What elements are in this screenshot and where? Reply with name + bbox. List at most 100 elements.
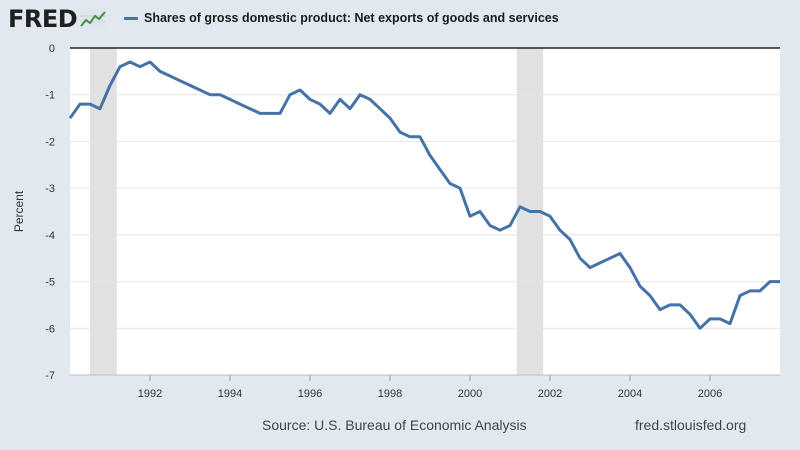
data-point xyxy=(588,266,591,269)
data-point xyxy=(308,98,311,101)
data-point xyxy=(638,285,641,288)
data-point xyxy=(408,135,411,138)
logo-text: FRED xyxy=(8,5,78,33)
x-tick-label: 1992 xyxy=(138,388,162,400)
data-point xyxy=(108,84,111,87)
data-point xyxy=(628,266,631,269)
data-point xyxy=(428,154,431,157)
data-point xyxy=(288,93,291,96)
data-point xyxy=(248,107,251,110)
data-point xyxy=(538,210,541,213)
data-point xyxy=(748,289,751,292)
data-point xyxy=(198,88,201,91)
y-tick-label: -4 xyxy=(45,230,55,242)
data-point xyxy=(238,102,241,105)
data-point xyxy=(398,130,401,133)
data-point xyxy=(208,93,211,96)
source-note: Source: U.S. Bureau of Economic Analysis xyxy=(262,417,527,433)
data-point xyxy=(778,280,781,283)
data-point xyxy=(158,70,161,73)
data-point xyxy=(448,182,451,185)
data-point xyxy=(528,210,531,213)
data-point xyxy=(78,102,81,105)
data-point xyxy=(718,317,721,320)
legend-swatch xyxy=(124,16,138,20)
data-point xyxy=(518,205,521,208)
y-tick-label: -5 xyxy=(45,277,55,289)
data-point xyxy=(508,224,511,227)
plot-area xyxy=(70,48,780,375)
data-point xyxy=(178,79,181,82)
data-point xyxy=(278,112,281,115)
y-tick-label: -1 xyxy=(45,90,55,102)
data-point xyxy=(118,65,121,68)
data-point xyxy=(438,168,441,171)
data-point xyxy=(728,322,731,325)
data-point xyxy=(698,327,701,330)
data-point xyxy=(258,112,261,115)
data-point xyxy=(578,257,581,260)
data-point xyxy=(468,215,471,218)
y-tick-label: -3 xyxy=(45,183,55,195)
data-point xyxy=(458,187,461,190)
data-point xyxy=(648,294,651,297)
data-point xyxy=(168,74,171,77)
data-point xyxy=(758,289,761,292)
x-tick-label: 1994 xyxy=(218,388,242,400)
data-point xyxy=(478,210,481,213)
y-tick-label: 0 xyxy=(49,43,55,55)
data-point xyxy=(658,308,661,311)
data-point xyxy=(618,252,621,255)
data-point xyxy=(318,102,321,105)
x-tick-label: 2004 xyxy=(618,388,642,400)
x-tick-label: 2006 xyxy=(698,388,722,400)
data-point xyxy=(358,93,361,96)
data-point xyxy=(668,303,671,306)
data-point xyxy=(88,102,91,105)
data-point xyxy=(708,317,711,320)
data-point xyxy=(328,112,331,115)
y-tick-label: -6 xyxy=(45,323,55,335)
data-point xyxy=(368,98,371,101)
source-url[interactable]: fred.stlouisfed.org xyxy=(635,417,747,433)
data-point xyxy=(558,229,561,232)
chart-legend: Shares of gross domestic product: Net ex… xyxy=(124,11,559,25)
data-point xyxy=(768,280,771,283)
data-point xyxy=(378,107,381,110)
data-point xyxy=(548,215,551,218)
x-tick-label: 2002 xyxy=(538,388,562,400)
data-point xyxy=(608,257,611,260)
chart-trend-icon xyxy=(80,9,107,29)
data-point xyxy=(338,98,341,101)
data-point xyxy=(148,60,151,63)
fred-logo[interactable]: FRED xyxy=(8,4,107,34)
data-point xyxy=(218,93,221,96)
data-point xyxy=(138,65,141,68)
data-point xyxy=(488,224,491,227)
data-point xyxy=(598,261,601,264)
y-axis-label: Percent xyxy=(12,190,26,232)
x-tick-label: 1998 xyxy=(378,388,402,400)
data-point xyxy=(568,238,571,241)
y-tick-label: -7 xyxy=(45,370,55,382)
x-tick-label: 2000 xyxy=(458,388,482,400)
x-tick-label: 1996 xyxy=(298,388,322,400)
data-point xyxy=(188,84,191,87)
data-point xyxy=(268,112,271,115)
y-tick-label: -2 xyxy=(45,136,55,148)
data-point xyxy=(348,107,351,110)
data-point xyxy=(98,107,101,110)
data-point xyxy=(678,303,681,306)
data-point xyxy=(388,116,391,119)
data-point xyxy=(68,116,71,119)
data-point xyxy=(298,88,301,91)
series-line xyxy=(68,60,780,330)
data-point xyxy=(498,229,501,232)
data-point xyxy=(688,313,691,316)
data-point xyxy=(418,135,421,138)
data-point xyxy=(128,60,131,63)
data-point xyxy=(738,294,741,297)
chart-header: FRED Shares of gross domestic product: N… xyxy=(0,0,800,38)
legend-series-label: Shares of gross domestic product: Net ex… xyxy=(144,11,559,25)
